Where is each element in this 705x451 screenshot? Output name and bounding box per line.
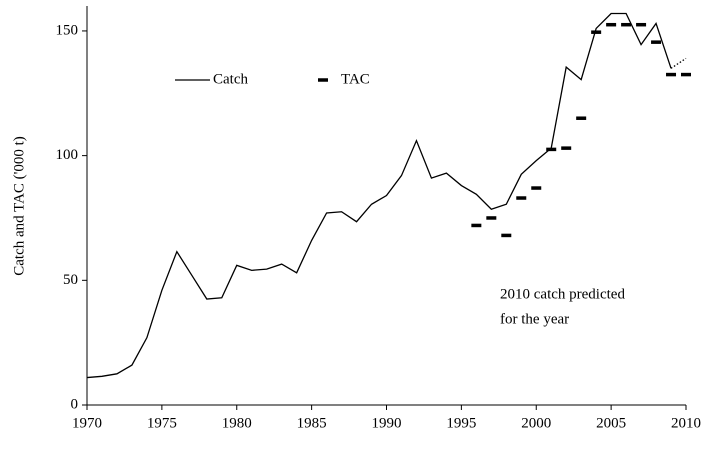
annotation: 2010 catch predicted [500,286,625,302]
x-tick-label: 1990 [372,415,402,431]
legend-label: Catch [213,71,248,87]
annotation: for the year [500,311,569,327]
x-tick-label: 1970 [72,415,102,431]
x-tick-label: 1975 [147,415,177,431]
x-tick-label: 1980 [222,415,252,431]
y-axis-label: Catch and TAC ('000 t) [11,136,27,276]
catch-line [670,57,687,69]
catch-line [86,12,672,379]
y-tick-label: 150 [56,22,79,38]
legend-label: TAC [341,71,370,87]
x-tick-label: 1995 [446,415,476,431]
x-tick-label: 2010 [671,415,701,431]
x-tick-label: 1985 [297,415,327,431]
y-tick-label: 100 [56,147,79,163]
y-tick-label: 0 [71,396,79,412]
x-tick-label: 2000 [521,415,551,431]
y-tick-label: 50 [63,272,78,288]
x-tick-label: 2005 [596,415,626,431]
